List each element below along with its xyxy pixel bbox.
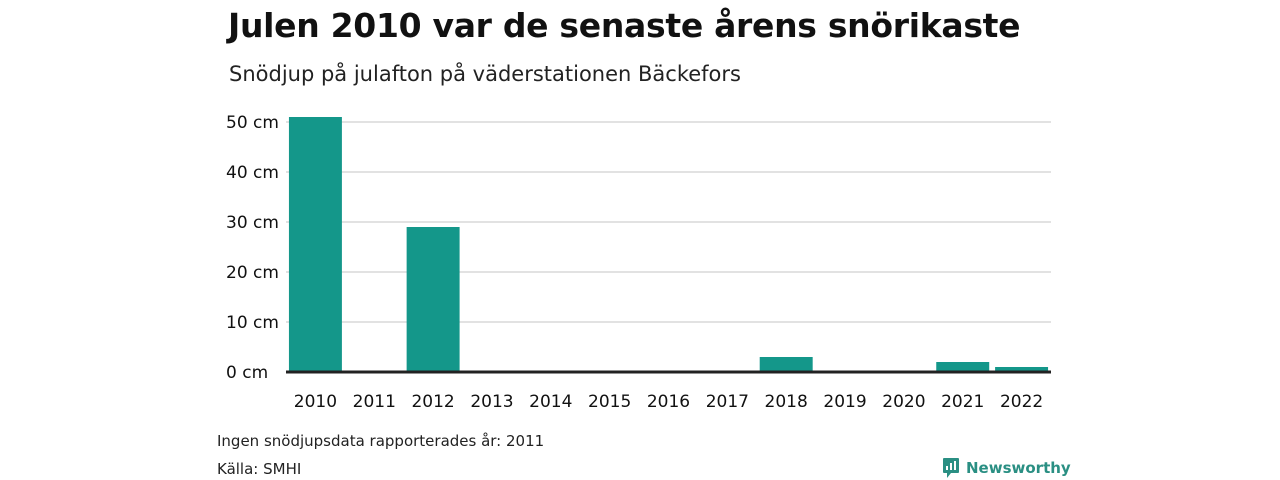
x-tick-label: 2016	[647, 392, 690, 412]
bar-2012	[406, 227, 460, 372]
x-tick-label: 2022	[1000, 392, 1043, 412]
y-axis-ticks: 0 cm 10 cm 20 cm 30 cm 40 cm 50 cm	[226, 113, 279, 383]
source-label: Källa: SMHI	[217, 460, 302, 478]
bar-2018	[759, 357, 813, 372]
gridlines	[286, 121, 1051, 323]
newsworthy-logo-icon	[943, 458, 959, 478]
bar-2022	[995, 367, 1049, 372]
x-tick-label: 2010	[294, 392, 337, 412]
y-tick-label: 30 cm	[226, 213, 279, 233]
bars	[288, 117, 1049, 372]
x-tick-label: 2015	[588, 392, 631, 412]
x-tick-label: 2017	[706, 392, 749, 412]
chart-title: Julen 2010 var de senaste årens snörikas…	[228, 6, 1021, 45]
x-tick-label: 2014	[529, 392, 572, 412]
brand-logo: Newsworthy	[942, 457, 1071, 479]
x-tick-label: 2020	[882, 392, 925, 412]
x-tick-label: 2019	[823, 392, 866, 412]
y-tick-label: 50 cm	[226, 113, 279, 133]
brand-name: Newsworthy	[966, 459, 1071, 477]
x-tick-label: 2021	[941, 392, 984, 412]
y-tick-label: 40 cm	[226, 163, 279, 183]
missing-data-note: Ingen snödjupsdata rapporterades år: 201…	[217, 432, 545, 450]
x-tick-label: 2018	[765, 392, 808, 412]
bar-2021	[936, 362, 990, 372]
x-tick-label: 2013	[470, 392, 513, 412]
y-tick-label: 0 cm	[226, 363, 268, 383]
y-tick-label: 20 cm	[226, 263, 279, 283]
x-tick-label: 2012	[411, 392, 454, 412]
x-tick-label: 2011	[353, 392, 396, 412]
y-tick-label: 10 cm	[226, 313, 279, 333]
x-axis-ticks: 2010 2011 2012 2013 2014 2015 2016 2017 2018 2019…	[294, 392, 1043, 412]
bar-2010	[288, 117, 342, 372]
chart-subtitle: Snödjup på julafton på väderstationen Bä…	[229, 62, 741, 86]
